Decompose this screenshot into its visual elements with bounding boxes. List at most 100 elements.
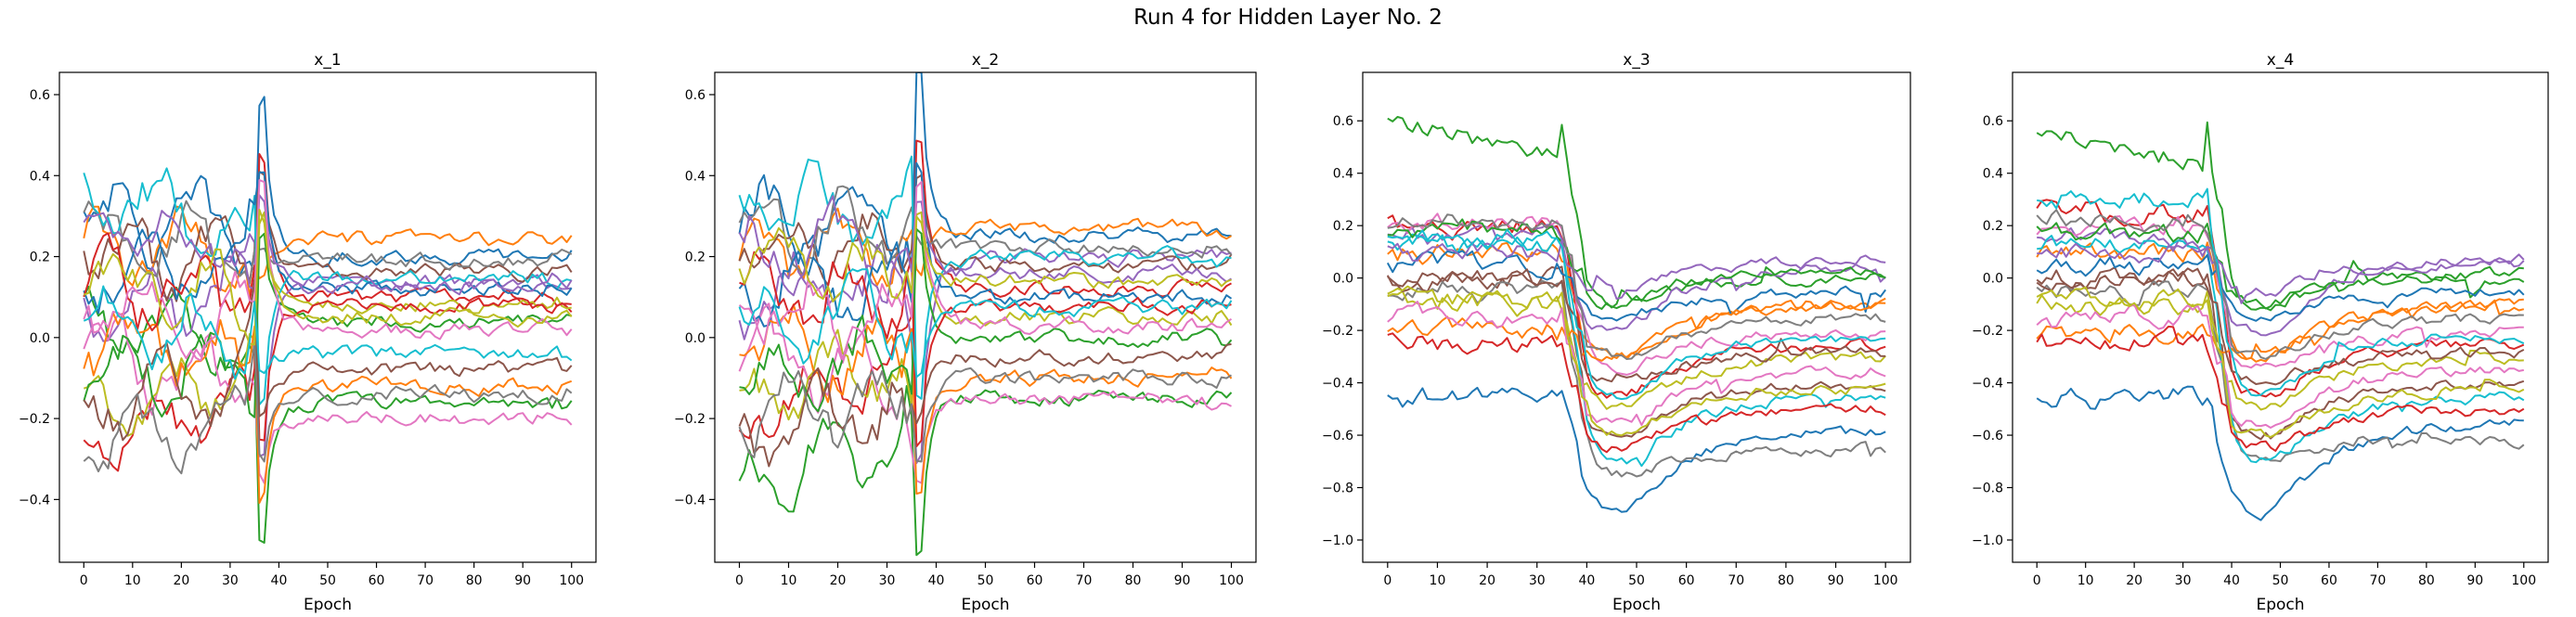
series-line xyxy=(2036,280,2525,463)
series-line xyxy=(1387,213,1886,360)
series-line xyxy=(738,215,1232,302)
x-tick-label: 40 xyxy=(1578,573,1595,588)
x-tick-label: 80 xyxy=(1125,573,1142,588)
series-line xyxy=(738,139,1232,440)
x-tick-label: 80 xyxy=(466,573,483,588)
series-group xyxy=(2036,121,2525,521)
series-line xyxy=(2037,187,2525,397)
series-line xyxy=(2036,266,2525,441)
chart-panel-x-3: 0 10 20 30 40 50 60 70 80 90 100 −1.0 −0.8 −0.6 −0.4 −0… xyxy=(1322,51,1911,614)
x-tick-label: 100 xyxy=(1873,573,1898,588)
x-tick-label: 70 xyxy=(2369,573,2386,588)
y-tick-label: −0.2 xyxy=(19,412,50,427)
series-line xyxy=(83,96,573,277)
series-line xyxy=(83,285,573,380)
y-tick-label: 0.6 xyxy=(1333,114,1353,129)
series-line xyxy=(2036,326,2525,452)
x-tick-label: 50 xyxy=(2272,573,2289,588)
series-line xyxy=(83,232,572,442)
subplot-title: x_1 xyxy=(314,51,341,70)
y-tick-label: 0.6 xyxy=(1983,114,2003,129)
series-line xyxy=(738,366,1233,463)
x-tick-label: 70 xyxy=(1076,573,1093,588)
series-line xyxy=(2036,299,2525,363)
x-tick-label: 50 xyxy=(977,573,994,588)
x-tick-label: 60 xyxy=(1027,573,1043,588)
series-group xyxy=(1386,116,1887,513)
series-line xyxy=(2036,267,2525,386)
series-line xyxy=(738,161,1233,328)
y-tick-label: 0.0 xyxy=(685,331,705,346)
x-tick-label: 30 xyxy=(2175,573,2192,588)
series-line xyxy=(1387,279,1886,478)
y-tick-label: −0.4 xyxy=(1322,377,1353,392)
series-line xyxy=(2036,199,2525,398)
x-tick-label: 30 xyxy=(1529,573,1546,588)
y-tick-label: 0.0 xyxy=(30,331,50,346)
series-line xyxy=(1387,212,1886,376)
y-tick-label: 0.2 xyxy=(1983,219,2003,234)
x-tick-label: 0 xyxy=(1383,573,1392,588)
series-line xyxy=(83,313,573,484)
y-tick-label: −0.4 xyxy=(674,493,705,508)
y-tick-label: 0.2 xyxy=(30,251,50,265)
x-tick-label: 30 xyxy=(222,573,239,588)
y-tick-label: 0.4 xyxy=(685,169,705,184)
series-line xyxy=(83,171,573,315)
y-tick-label: 0.4 xyxy=(1983,167,2003,182)
series-line xyxy=(739,228,1233,413)
series-group xyxy=(83,96,573,544)
y-tick-label: 0.2 xyxy=(1333,219,1353,234)
x-tick-label: 90 xyxy=(2466,573,2483,588)
x-tick-label: 20 xyxy=(2126,573,2142,588)
x-tick-label: 90 xyxy=(1828,573,1845,588)
series-line xyxy=(83,209,573,346)
x-axis-label: Epoch xyxy=(961,596,1009,614)
series-line xyxy=(2036,303,2524,429)
chart-panel-x-1: 0 10 20 30 40 50 60 70 80 90 100 −0.4 −0.2 0.0 0.2 0.4 0… xyxy=(19,51,597,614)
series-line xyxy=(2036,222,2524,310)
x-axis-label: Epoch xyxy=(2256,596,2304,614)
axes-frame xyxy=(714,71,1257,563)
series-line xyxy=(2036,290,2524,411)
x-tick-label: 50 xyxy=(1628,573,1645,588)
y-tick-label: −0.6 xyxy=(1322,429,1353,443)
series-line xyxy=(738,185,1233,276)
x-tick-label: 70 xyxy=(1728,573,1744,588)
y-tick-label: 0.4 xyxy=(30,169,50,184)
x-tick-label: 100 xyxy=(1219,573,1244,588)
series-line xyxy=(83,179,573,362)
series-line xyxy=(2036,253,2525,322)
y-tick-label: −0.8 xyxy=(1322,482,1353,496)
series-line xyxy=(738,72,1232,273)
y-tick-label: −0.6 xyxy=(1972,429,2003,443)
x-tick-label: 90 xyxy=(514,573,531,588)
x-tick-label: 10 xyxy=(2078,573,2094,588)
series-line xyxy=(83,170,573,302)
y-tick-label: −0.4 xyxy=(19,493,50,508)
y-tick-label: −1.0 xyxy=(1972,533,2003,548)
series-line xyxy=(83,233,572,457)
series-line xyxy=(83,153,573,472)
x-tick-label: 100 xyxy=(559,573,584,588)
x-tick-label: 20 xyxy=(173,573,189,588)
x-tick-label: 100 xyxy=(2511,573,2536,588)
series-line xyxy=(739,303,1233,495)
series-line xyxy=(738,181,1233,361)
series-line xyxy=(83,278,573,442)
x-tick-label: 10 xyxy=(781,573,797,588)
chart-panel-x-2: 0 10 20 30 40 50 60 70 80 90 100 −0.4 −0.2 0.0 0.2 0.4 0… xyxy=(674,51,1257,614)
series-line xyxy=(83,340,573,475)
series-line xyxy=(2037,240,2525,304)
series-line xyxy=(738,342,1232,468)
x-tick-label: 50 xyxy=(319,573,336,588)
x-tick-label: 30 xyxy=(879,573,896,588)
x-tick-label: 80 xyxy=(1778,573,1794,588)
series-line xyxy=(1387,285,1886,437)
series-line xyxy=(738,302,1232,484)
x-tick-label: 40 xyxy=(2223,573,2240,588)
chart-panel-x-4: 0 10 20 30 40 50 60 70 80 90 100 −1.0 −0.8 −0.6 −0.4 −0… xyxy=(1972,51,2549,614)
y-tick-label: 0.0 xyxy=(1333,272,1353,287)
x-tick-label: 0 xyxy=(735,573,744,588)
